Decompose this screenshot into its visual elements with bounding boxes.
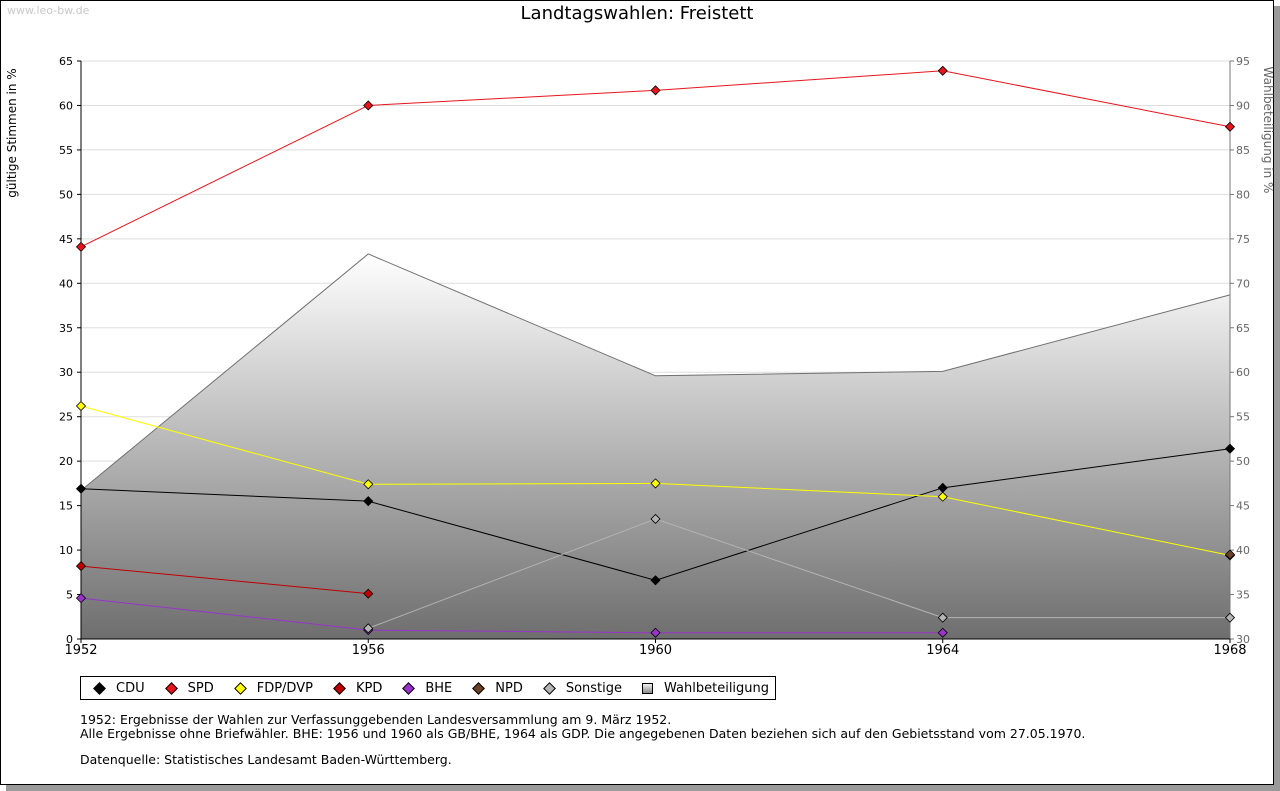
y-tick-label: 65 [59,55,73,68]
legend-label-kpd: KPD [355,680,383,696]
turnout-area [81,253,1230,639]
point-sonstige [1224,612,1236,623]
point-fdp-dvp [363,479,374,490]
point-cdu [1224,443,1236,454]
axes: 0 5 10 15 20 25 30 35 40 45 50 55 60 65 30 35 40 45 50 55 60… [59,55,1250,658]
legend-label-npd: NPD [495,680,523,696]
point-cdu [363,496,374,507]
legend-item-npd: NPD [470,681,523,696]
y-tick-label: 25 [59,411,73,424]
y-tick-label: 40 [59,277,73,290]
y2-tick-label: 70 [1236,277,1250,290]
y2-axis-label: Wahlbeteiligung in % [1261,67,1275,194]
legend-marker-npd [472,681,486,695]
y-tick-label: 35 [59,322,73,335]
legend-label-cdu: CDU [116,680,145,696]
point-cdu [75,483,87,494]
legend-marker-spd [164,681,178,695]
y-tick-label: 60 [59,99,73,112]
series-layer [75,65,1236,638]
legend-item-sonstige: Sonstige [541,681,622,696]
y2-tick-label: 50 [1236,455,1250,468]
chart-title: Landtagswahlen: Freistett [520,3,754,24]
legend-item-wahlbeteiligung: Wahlbeteiligung [640,681,769,696]
legend-marker-sonstige [542,681,556,695]
footnotes: 1952: Ergebnisse der Wahlen zur Verfassu… [80,713,1085,767]
point-kpd [75,561,87,572]
series-line-spd [80,70,1231,248]
point-fdp-dvp [937,491,948,502]
y-axis-label: gültige Stimmen in % [5,68,19,197]
point-spd [75,241,87,252]
y-tick-label: 50 [59,188,73,201]
x-tick-label: 1960 [639,643,672,658]
legend-label-spd: SPD [187,680,214,696]
y2-tick-label: 35 [1236,589,1250,602]
legend-item-spd: SPD [163,681,214,696]
series-line-kpd [80,565,369,595]
watermark: www.leo-bw.de [7,4,90,17]
point-fdp-dvp [75,400,87,412]
y2-tick-label: 90 [1236,99,1250,112]
point-kpd [363,588,374,599]
legend-marker-fdp-dvp [233,681,247,695]
y-tick-label: 10 [59,544,73,557]
legend-item-fdp-dvp: FDP/DVP [232,681,313,696]
footnote-data-basis: Alle Ergebnisse ohne Briefwähler. BHE: 1… [80,726,1086,741]
turnout-line [80,253,1231,491]
turnout-area-layer [80,253,1231,639]
y-tick-label: 5 [66,589,73,602]
legend: CDU SPD FDP/DVP KPD BHE NPD Sonstige Wahlbeteil… [80,676,777,700]
legend-marker-bhe [402,681,416,695]
y2-tick-label: 45 [1236,500,1250,513]
y2-tick-label: 30 [1236,633,1250,646]
data-source: Datenquelle: Statistisches Landesamt Bad… [80,752,452,767]
y2-tick-label: 85 [1236,144,1250,157]
y2-tick-label: 95 [1236,55,1250,68]
y2-tick-label: 60 [1236,366,1250,379]
point-spd [937,65,948,76]
x-tick-label: 1952 [64,643,97,658]
y2-tick-label: 80 [1236,188,1250,201]
y-tick-label: 0 [66,633,73,646]
legend-marker-wahlbeteiligung [642,682,654,694]
y-tick-label: 15 [59,500,73,513]
footnote-1952: 1952: Ergebnisse der Wahlen zur Verfassu… [80,712,672,727]
point-sonstige [937,612,948,623]
legend-label-fdp-dvp: FDP/DVP [256,680,313,696]
y-tick-label: 45 [59,233,73,246]
point-spd [1224,121,1236,132]
series-line-sonstige [368,518,1230,629]
point-fdp-dvp [650,478,661,489]
legend-label-wahlbeteiligung: Wahlbeteiligung [664,680,770,696]
x-tick-label: 1964 [926,643,959,658]
legend-item-bhe: BHE [400,681,452,696]
legend-item-cdu: CDU [91,681,145,696]
series-line-bhe [80,597,943,634]
y2-tick-label: 65 [1236,322,1250,335]
legend-label-sonstige: Sonstige [565,680,623,696]
y2-tick-label: 75 [1236,233,1250,246]
point-bhe [937,627,948,638]
point-spd [363,100,374,111]
chart-canvas: 0 5 10 15 20 25 30 35 40 45 50 55 60 65 30 35 40 45 50 55 60… [5,55,1275,658]
y2-tick-label: 40 [1236,544,1250,557]
legend-marker-kpd [333,681,346,695]
point-cdu [650,575,661,586]
point-sonstige [363,623,374,634]
y2-tick-label: 55 [1236,411,1250,424]
point-bhe [650,627,661,638]
point-npd [1224,549,1236,560]
x-tick-label: 1968 [1213,643,1246,658]
x-tick-label: 1956 [352,643,385,658]
y-tick-label: 20 [59,455,73,468]
point-bhe [75,593,87,604]
point-sonstige [650,513,661,525]
legend-item-kpd: KPD [331,681,382,696]
legend-label-bhe: BHE [425,680,453,696]
legend-marker-cdu [93,681,106,695]
point-spd [650,85,661,96]
y-tick-label: 30 [59,366,73,379]
y-tick-label: 55 [59,144,73,157]
